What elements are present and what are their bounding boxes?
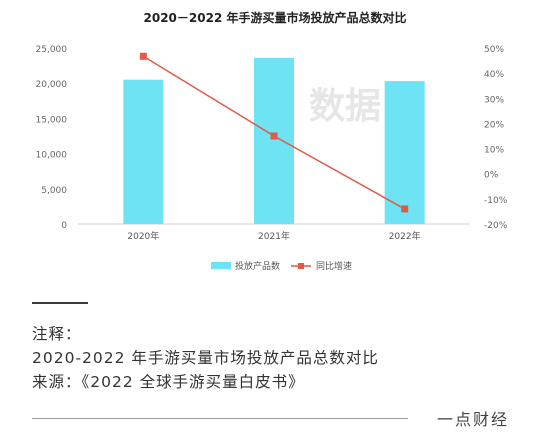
bar [123,79,164,225]
notes-label: 注释： [32,325,82,343]
y-left-tick-label: 0 [61,221,67,231]
x-tick-label: 2021年 [258,230,290,242]
y-right-tick-label: 20% [484,120,504,130]
line-point [401,205,409,213]
y-right-tick-label: -20% [484,221,508,231]
watermark-text: 数据 [309,86,381,127]
divider-top [32,302,88,304]
y-left-tick-label: 5,000 [41,186,67,196]
y-left-tick-label: 15,000 [36,115,68,125]
y-right-tick-label: 10% [484,146,504,156]
divider-bottom [32,418,408,419]
x-tick-label: 2020年 [127,230,159,242]
line-point [139,52,147,60]
chart-title: 2020－2022 年手游买量市场投放产品总数对比 [144,10,407,25]
legend-swatch-line-marker [298,263,304,269]
y-right-tick-label: 50% [484,45,504,55]
y-right-tick-label: -10% [484,196,508,206]
notes-description: 2020-2022 年手游买量市场投放产品总数对比 [32,349,379,367]
y-left-tick-label: 10,000 [36,151,68,161]
legend-label-bar: 投放产品数 [235,260,280,272]
legend-swatch-bar [211,262,231,269]
legend-label-line: 同比增速 [316,260,352,272]
y-left-tick-label: 25,000 [36,45,68,55]
notes: 注释： 2020-2022 年手游买量市场投放产品总数对比 来源：《2022 全… [32,322,379,394]
y-right-tick-label: 40% [484,70,504,80]
y-left-tick-label: 20,000 [36,80,68,90]
bar [254,57,294,224]
bar [384,81,425,224]
y-right-tick-label: 0% [484,171,499,181]
brand-label: 一点财经 [437,410,510,429]
notes-source: 来源：《2022 全球手游买量白皮书》 [32,373,305,391]
x-tick-label: 2022年 [389,230,421,242]
y-right-tick-label: 30% [484,95,504,105]
line-point [270,132,278,140]
